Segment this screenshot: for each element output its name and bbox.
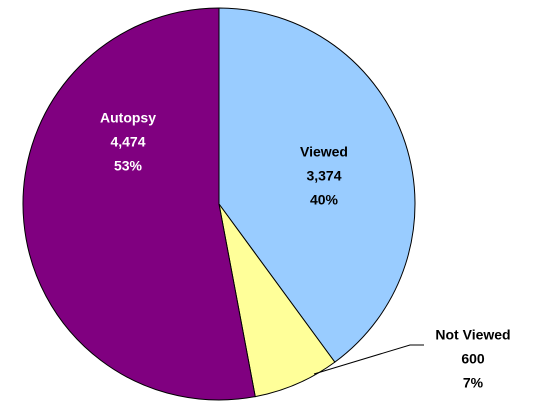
value-label: 3,374 <box>306 168 341 184</box>
percent-label: 53% <box>114 158 143 174</box>
slice-label: Autopsy <box>100 110 156 126</box>
slice-label: Not Viewed <box>435 327 510 343</box>
percent-label: 40% <box>310 192 339 208</box>
slice-label: Viewed <box>300 144 348 160</box>
pie-slice <box>22 7 256 401</box>
value-label: 4,474 <box>110 134 145 150</box>
pie-slice <box>218 7 416 363</box>
percent-label: 7% <box>463 375 484 391</box>
leader-line <box>313 344 424 375</box>
value-label: 600 <box>461 351 485 367</box>
